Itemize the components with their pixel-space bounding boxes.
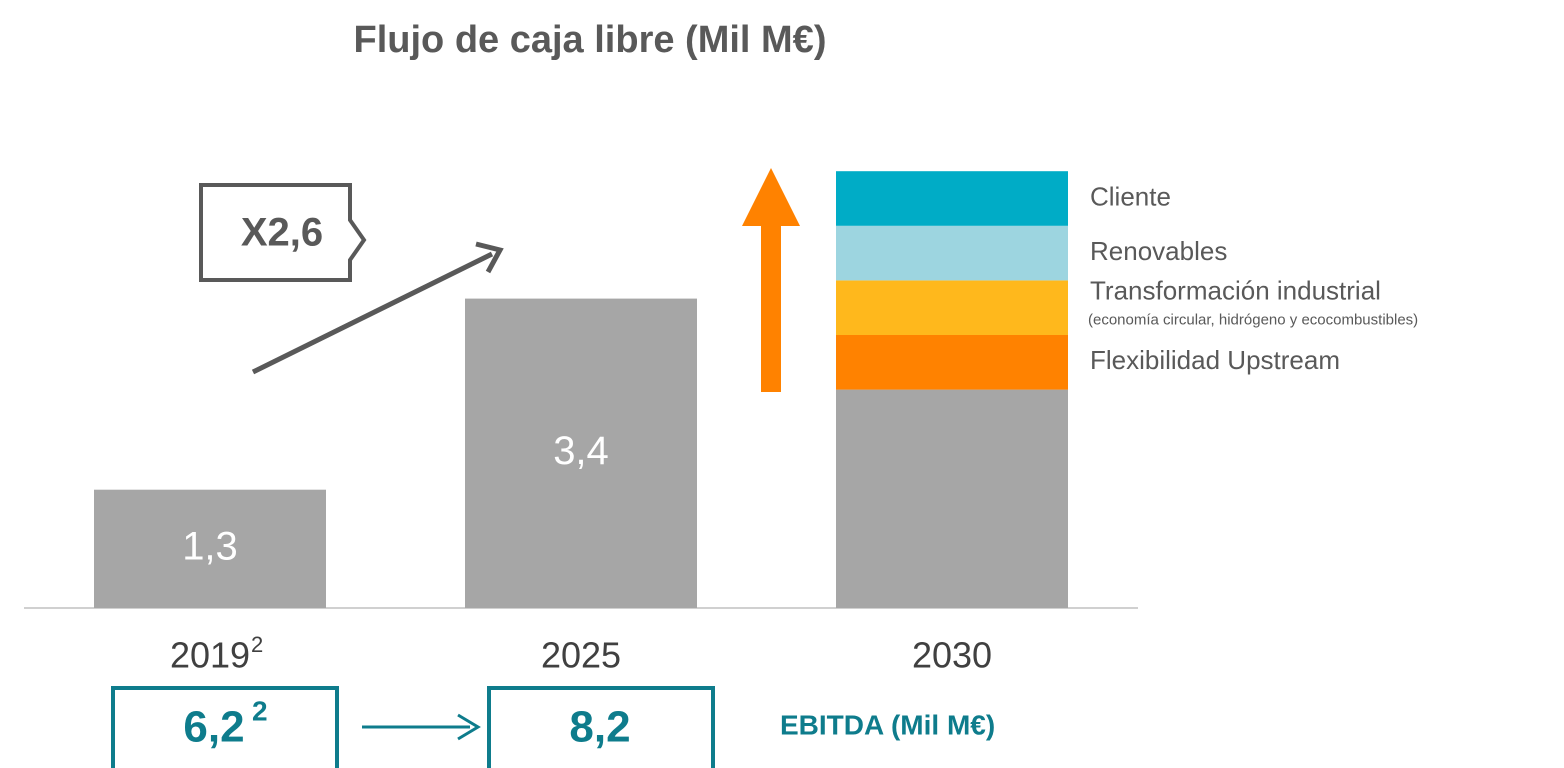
x-tick-superscript: 2 bbox=[251, 632, 263, 657]
ebitda-box bbox=[487, 686, 715, 768]
ebitda-value: 6,2 bbox=[183, 703, 244, 752]
chart-title: Flujo de caja libre (Mil M€) bbox=[354, 19, 827, 61]
ebitda-label: EBITDA (Mil M€) bbox=[780, 709, 995, 740]
legend-label: Cliente bbox=[1090, 181, 1171, 211]
x-tick-label: 2019 bbox=[170, 635, 250, 676]
up-arrow-head bbox=[742, 168, 800, 226]
x-tick-label: 2030 bbox=[912, 635, 992, 676]
up-arrow bbox=[761, 224, 781, 392]
ebitda-arrow-head bbox=[457, 713, 481, 741]
legend-sublabel: (economía circular, hidrógeno y ecocombu… bbox=[1088, 312, 1418, 329]
bar-segment bbox=[836, 280, 1068, 335]
growth-arrow-head bbox=[475, 241, 504, 274]
bar-segment bbox=[465, 298, 697, 608]
ebitda-value: 8,2 bbox=[569, 703, 630, 752]
legend-label: Renovables bbox=[1090, 236, 1227, 266]
x-tick-label: 2025 bbox=[541, 635, 621, 676]
legend-label: Flexibilidad Upstream bbox=[1090, 345, 1340, 375]
bar-segment bbox=[836, 171, 1068, 226]
multiplier-box bbox=[199, 183, 367, 282]
ebitda-superscript: 2 bbox=[252, 695, 268, 726]
data-label: 3,4 bbox=[553, 429, 609, 473]
multiplier-label: X2,6 bbox=[241, 211, 323, 255]
bar-segment bbox=[94, 489, 326, 608]
bar-segment bbox=[836, 389, 1068, 608]
bar-segment bbox=[836, 335, 1068, 390]
growth-arrow bbox=[251, 251, 494, 375]
data-label: 1,3 bbox=[182, 524, 238, 568]
legend-label: Transformación industrial bbox=[1090, 276, 1381, 306]
bar-segment bbox=[836, 225, 1068, 281]
ebitda-box bbox=[111, 686, 339, 768]
